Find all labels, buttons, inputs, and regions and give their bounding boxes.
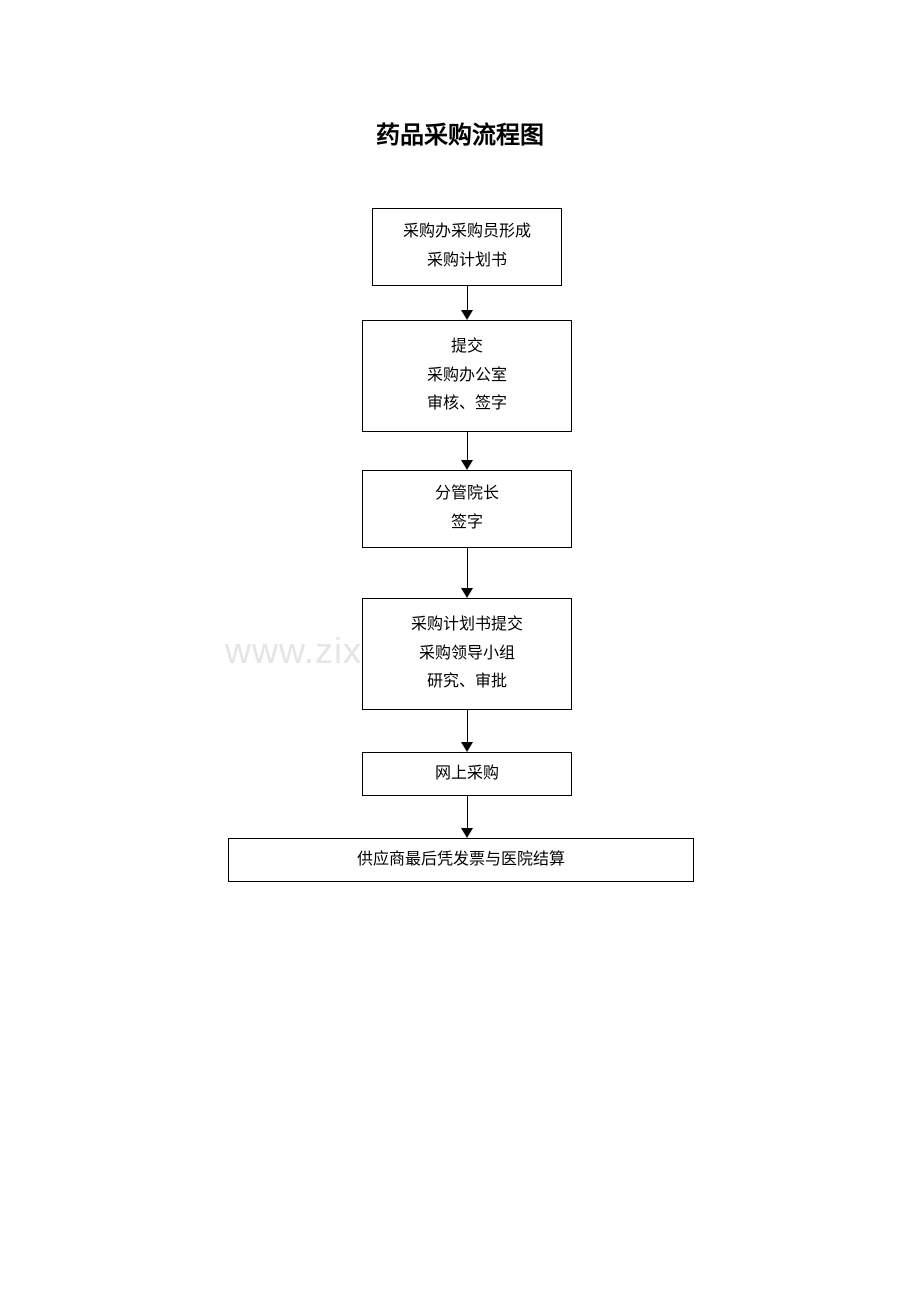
flowchart-node-n3: 分管院长签字: [362, 470, 572, 548]
flowchart-node-text: 采购计划书: [427, 247, 507, 276]
page-title: 药品采购流程图: [0, 115, 920, 150]
flowchart-arrow-head: [461, 828, 473, 838]
flowchart-arrow-shaft: [467, 710, 468, 742]
flowchart-node-text: 采购计划书提交: [411, 611, 523, 640]
flowchart-node-text: 提交: [451, 333, 483, 362]
flowchart-node-text: 采购领导小组: [419, 640, 515, 669]
flowchart-node-text: 签字: [451, 509, 483, 538]
flowchart-arrow-shaft: [467, 796, 468, 828]
flowchart-node-text: 采购办采购员形成: [403, 218, 531, 247]
flowchart-arrow-head: [461, 460, 473, 470]
flowchart-node-text: 分管院长: [435, 480, 499, 509]
flowchart-arrow-shaft: [467, 548, 468, 588]
flowchart-node-n1: 采购办采购员形成采购计划书: [372, 208, 562, 286]
flowchart-node-n4: 采购计划书提交采购领导小组研究、审批: [362, 598, 572, 710]
flowchart-node-n5: 网上采购: [362, 752, 572, 796]
flowchart-node-text: 采购办公室: [427, 362, 507, 391]
flowchart-node-n2: 提交采购办公室审核、签字: [362, 320, 572, 432]
flowchart-arrow-shaft: [467, 432, 468, 460]
flowchart-node-text: 研究、审批: [427, 668, 507, 697]
flowchart-arrow-head: [461, 310, 473, 320]
flowchart-node-text: 网上采购: [435, 760, 499, 789]
flowchart-node-text: 审核、签字: [427, 390, 507, 419]
flowchart-node-n6: 供应商最后凭发票与医院结算: [228, 838, 694, 882]
flowchart-arrow-head: [461, 588, 473, 598]
flowchart-node-text: 供应商最后凭发票与医院结算: [357, 846, 565, 875]
flowchart-arrow-head: [461, 742, 473, 752]
flowchart-arrow-shaft: [467, 286, 468, 310]
